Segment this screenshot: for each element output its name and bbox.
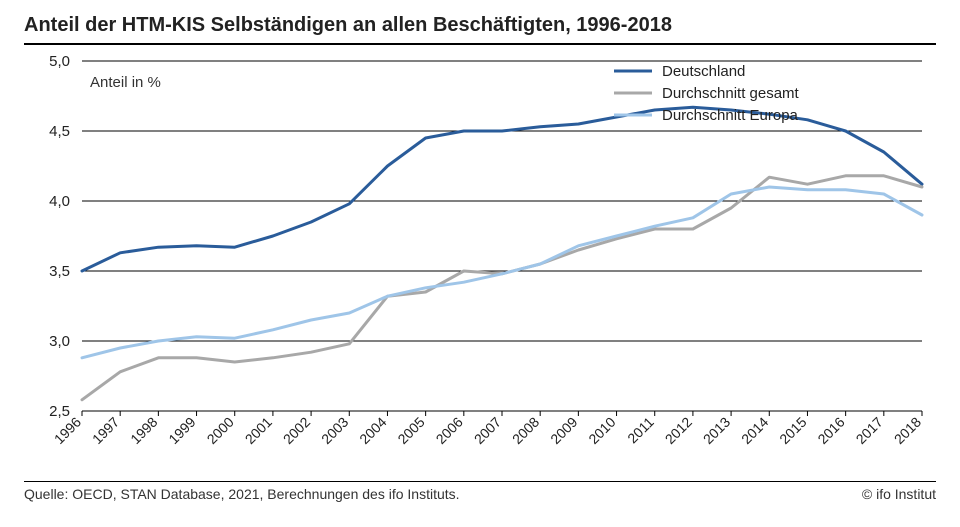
svg-text:2011: 2011	[624, 414, 657, 447]
svg-text:2017: 2017	[853, 414, 886, 447]
chart-container: Anteil der HTM-KIS Selbständigen an alle…	[0, 0, 960, 527]
svg-text:2003: 2003	[318, 414, 351, 447]
svg-text:2015: 2015	[776, 414, 809, 447]
svg-text:2004: 2004	[356, 414, 389, 447]
title-underline	[24, 43, 936, 45]
chart-footer: Quelle: OECD, STAN Database, 2021, Berec…	[24, 481, 936, 502]
svg-text:2010: 2010	[585, 414, 618, 447]
chart-title: Anteil der HTM-KIS Selbständigen an alle…	[24, 14, 936, 37]
line-chart-svg: 2,53,03,54,04,55,0Anteil in %19961997199…	[24, 55, 936, 475]
chart-area: 2,53,03,54,04,55,0Anteil in %19961997199…	[24, 55, 936, 475]
svg-text:3,0: 3,0	[49, 333, 70, 350]
svg-text:3,5: 3,5	[49, 263, 70, 280]
source-text: Quelle: OECD, STAN Database, 2021, Berec…	[24, 486, 460, 502]
svg-text:Durchschnitt Europa: Durchschnitt Europa	[662, 107, 799, 124]
svg-text:Deutschland: Deutschland	[662, 63, 745, 80]
svg-text:1999: 1999	[165, 414, 198, 447]
svg-text:2013: 2013	[700, 414, 733, 447]
svg-text:2002: 2002	[280, 414, 313, 447]
svg-text:2018: 2018	[891, 414, 924, 447]
svg-text:2016: 2016	[814, 414, 847, 447]
svg-text:5,0: 5,0	[49, 55, 70, 70]
svg-text:2,5: 2,5	[49, 403, 70, 420]
svg-text:2014: 2014	[738, 414, 771, 447]
svg-text:4,5: 4,5	[49, 123, 70, 140]
svg-text:2012: 2012	[662, 414, 695, 447]
svg-text:2009: 2009	[547, 414, 580, 447]
svg-text:2006: 2006	[433, 414, 466, 447]
svg-text:Anteil in %: Anteil in %	[90, 74, 161, 91]
svg-text:2000: 2000	[204, 414, 237, 447]
svg-text:2001: 2001	[242, 414, 275, 447]
credit-text: © ifo Institut	[862, 486, 936, 502]
svg-text:1998: 1998	[127, 414, 160, 447]
svg-text:Durchschnitt gesamt: Durchschnitt gesamt	[662, 85, 800, 102]
svg-text:2007: 2007	[471, 414, 504, 447]
svg-text:4,0: 4,0	[49, 193, 70, 210]
svg-text:2008: 2008	[509, 414, 542, 447]
svg-text:2005: 2005	[394, 414, 427, 447]
svg-text:1997: 1997	[89, 414, 122, 447]
